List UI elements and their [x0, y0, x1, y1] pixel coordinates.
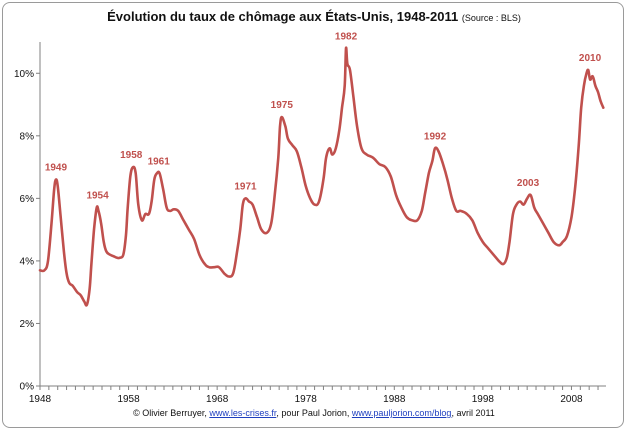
credit-suffix: , avril 2011	[451, 408, 495, 418]
x-tick-label: 2008	[560, 394, 583, 405]
peak-label-1971: 1971	[234, 181, 257, 192]
y-tick-label: 10%	[14, 69, 34, 80]
x-tick-label: 1948	[29, 394, 52, 405]
peak-label-2010: 2010	[579, 53, 602, 64]
y-tick-label: 6%	[20, 194, 35, 205]
y-tick-label: 4%	[20, 256, 35, 267]
y-tick-label: 2%	[20, 319, 35, 330]
credit-prefix: © Olivier Berruyer,	[133, 408, 210, 418]
credit-mid: , pour Paul Jorion,	[276, 408, 352, 418]
peak-label-1992: 1992	[424, 131, 447, 142]
peak-label-2003: 2003	[517, 178, 540, 189]
y-tick-label: 8%	[20, 131, 35, 142]
chart-title: Évolution du taux de chômage aux États-U…	[0, 9, 628, 24]
x-tick-label: 1988	[383, 394, 406, 405]
y-tick-label: 0%	[20, 382, 35, 393]
unemployment-rate-line	[38, 46, 605, 307]
credit-link-pauljorion[interactable]: www.pauljorion.com/blog	[351, 408, 452, 418]
chart-title-text: Évolution du taux de chômage aux États-U…	[107, 9, 459, 24]
peak-label-1958: 1958	[120, 150, 143, 161]
peak-label-1961: 1961	[148, 156, 171, 167]
peak-label-1949: 1949	[45, 163, 68, 174]
x-tick-label: 1978	[295, 394, 318, 405]
x-tick-label: 1998	[472, 394, 495, 405]
peak-label-1954: 1954	[86, 191, 109, 202]
peak-label-1982: 1982	[335, 31, 358, 42]
credit-link-les-crises[interactable]: www.les-crises.fr	[209, 408, 277, 418]
chart-frame	[2, 2, 624, 428]
peak-label-1975: 1975	[271, 100, 294, 111]
chart-credit: © Olivier Berruyer, www.les-crises.fr, p…	[0, 408, 628, 418]
x-tick-label: 1958	[117, 394, 140, 405]
x-tick-label: 1968	[206, 394, 229, 405]
chart-title-source: (Source : BLS)	[461, 13, 521, 23]
